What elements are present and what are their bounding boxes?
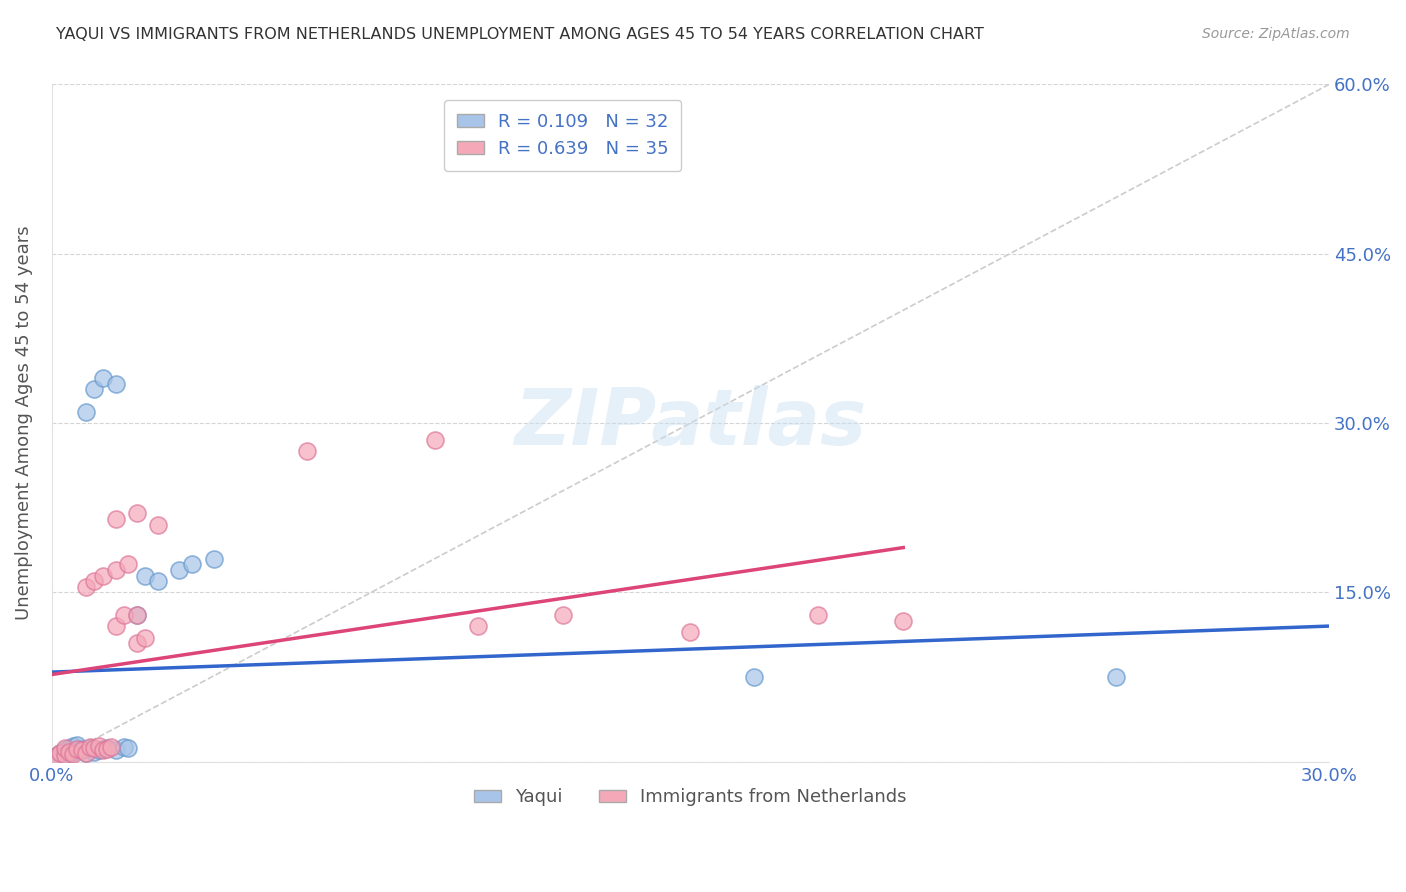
- Point: [91, 568, 114, 582]
- Point: [53, 743, 76, 757]
- Point: [75, 580, 97, 594]
- Point: [96, 741, 118, 756]
- Point: [53, 741, 76, 756]
- Point: [104, 743, 127, 757]
- Point: [58, 745, 80, 759]
- Point: [62, 747, 84, 761]
- Point: [807, 607, 830, 622]
- Point: [125, 507, 148, 521]
- Point: [551, 607, 574, 622]
- Point: [83, 745, 105, 759]
- Point: [117, 741, 139, 756]
- Point: [87, 739, 110, 753]
- Point: [75, 746, 97, 760]
- Point: [62, 739, 84, 753]
- Point: [49, 746, 72, 760]
- Point: [295, 444, 318, 458]
- Point: [70, 742, 93, 756]
- Point: [66, 743, 89, 757]
- Point: [104, 512, 127, 526]
- Point: [202, 551, 225, 566]
- Point: [83, 741, 105, 756]
- Point: [70, 743, 93, 757]
- Text: YAQUI VS IMMIGRANTS FROM NETHERLANDS UNEMPLOYMENT AMONG AGES 45 TO 54 YEARS CORR: YAQUI VS IMMIGRANTS FROM NETHERLANDS UNE…: [56, 27, 984, 42]
- Text: Source: ZipAtlas.com: Source: ZipAtlas.com: [1202, 27, 1350, 41]
- Point: [91, 742, 114, 756]
- Point: [104, 563, 127, 577]
- Point: [104, 619, 127, 633]
- Point: [125, 636, 148, 650]
- Point: [66, 742, 89, 756]
- Point: [134, 631, 156, 645]
- Point: [125, 607, 148, 622]
- Point: [79, 740, 101, 755]
- Point: [423, 433, 446, 447]
- Point: [45, 749, 67, 764]
- Point: [891, 614, 914, 628]
- Point: [79, 741, 101, 756]
- Point: [49, 746, 72, 760]
- Point: [169, 563, 191, 577]
- Point: [96, 742, 118, 756]
- Point: [679, 624, 702, 639]
- Point: [117, 558, 139, 572]
- Point: [75, 746, 97, 760]
- Point: [742, 670, 765, 684]
- Point: [181, 558, 204, 572]
- Point: [45, 749, 67, 764]
- Point: [87, 743, 110, 757]
- Point: [100, 740, 122, 755]
- Point: [62, 745, 84, 759]
- Text: ZIPatlas: ZIPatlas: [515, 385, 866, 461]
- Point: [148, 517, 170, 532]
- Point: [66, 738, 89, 752]
- Point: [148, 574, 170, 589]
- Point: [112, 740, 135, 755]
- Point: [467, 619, 489, 633]
- Point: [58, 741, 80, 756]
- Y-axis label: Unemployment Among Ages 45 to 54 years: Unemployment Among Ages 45 to 54 years: [15, 226, 32, 621]
- Point: [53, 747, 76, 762]
- Point: [134, 568, 156, 582]
- Point: [104, 376, 127, 391]
- Point: [83, 574, 105, 589]
- Point: [53, 747, 76, 762]
- Point: [91, 743, 114, 757]
- Point: [75, 405, 97, 419]
- Point: [125, 607, 148, 622]
- Legend: Yaqui, Immigrants from Netherlands: Yaqui, Immigrants from Netherlands: [467, 781, 914, 814]
- Point: [58, 747, 80, 761]
- Point: [91, 371, 114, 385]
- Point: [1105, 670, 1128, 684]
- Point: [112, 607, 135, 622]
- Point: [83, 382, 105, 396]
